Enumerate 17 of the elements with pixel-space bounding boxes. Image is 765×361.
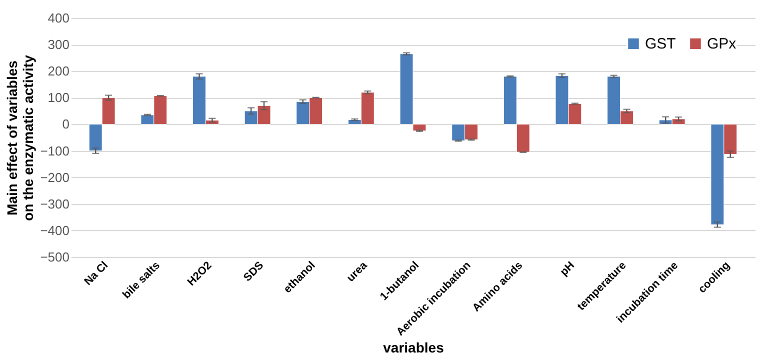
y-tick-label: 400 bbox=[48, 10, 70, 26]
legend-label: GST bbox=[645, 36, 676, 53]
legend-label: GPx bbox=[707, 36, 737, 53]
y-tick-label: 200 bbox=[48, 64, 70, 79]
y-tick-label: −400 bbox=[40, 222, 70, 238]
x-tick-label: pH bbox=[558, 259, 577, 278]
x-tick-label: Na Cl bbox=[82, 260, 111, 288]
y-tick-label: 0 bbox=[62, 116, 70, 132]
y-tick-label: −100 bbox=[40, 143, 70, 158]
y-tick-label: 300 bbox=[48, 37, 70, 52]
y-tick-label: 100 bbox=[48, 90, 70, 106]
y-tick-label: −500 bbox=[40, 250, 70, 264]
y-tick-label: −200 bbox=[40, 170, 70, 185]
x-axis-title: variables bbox=[383, 340, 444, 356]
y-axis-title: Main effect of variables on the enzymatic activity bbox=[4, 54, 36, 221]
x-tick-label: urea bbox=[344, 258, 370, 284]
y-tick-label: −300 bbox=[40, 196, 70, 212]
